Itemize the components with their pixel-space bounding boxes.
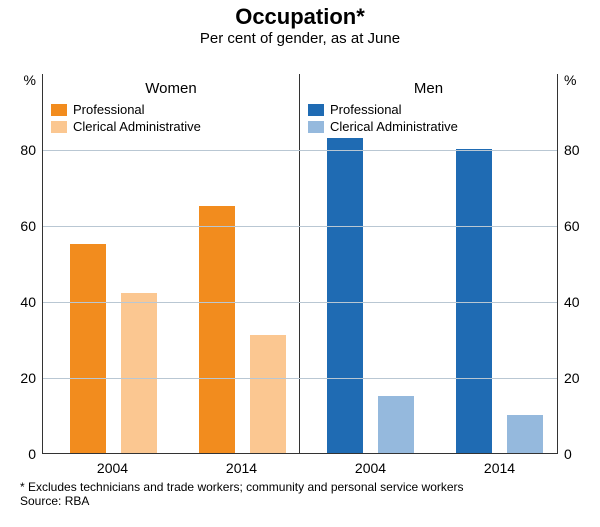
chart-page: Occupation* Per cent of gender, as at Ju… [0, 0, 600, 527]
bar-men-2004-professional [327, 138, 363, 453]
legend-swatch [308, 121, 324, 133]
ytick-left: 80 [0, 142, 36, 158]
gridline [43, 302, 557, 303]
legend-label: Clerical Administrative [73, 119, 201, 134]
footnote-text: * Excludes technicians and trade workers… [20, 480, 590, 494]
panel-title-men: Men [300, 80, 557, 97]
legend-label: Clerical Administrative [330, 119, 458, 134]
xlabel-men-2004: 2004 [341, 460, 401, 476]
bar-women-2014-professional [199, 206, 235, 453]
axis-unit-left: % [0, 72, 36, 88]
bar-women-2004-clerical-administrative [121, 293, 157, 453]
ytick-right: 40 [564, 294, 580, 310]
xlabel-women-2014: 2014 [212, 460, 272, 476]
chart-area: Women Professional Clerical Administrativ… [0, 54, 600, 474]
legend-item: Clerical Administrative [51, 119, 201, 134]
gridline [43, 226, 557, 227]
panel-men: Men Professional Clerical Administrative [300, 74, 557, 453]
legend-label: Professional [330, 102, 402, 117]
legend-swatch [51, 104, 67, 116]
bar-women-2004-professional [70, 244, 106, 453]
chart-title: Occupation* [0, 4, 600, 30]
ytick-right: 0 [564, 446, 572, 462]
bar-men-2004-clerical-administrative [378, 396, 414, 453]
legend-item: Professional [51, 102, 201, 117]
ytick-left: 60 [0, 218, 36, 234]
bar-men-2014-professional [456, 149, 492, 453]
legend-swatch [51, 121, 67, 133]
xlabel-men-2014: 2014 [470, 460, 530, 476]
legend-item: Clerical Administrative [308, 119, 458, 134]
legend-women: Professional Clerical Administrative [51, 102, 201, 136]
chart-footnotes: * Excludes technicians and trade workers… [20, 480, 590, 508]
ytick-right: 60 [564, 218, 580, 234]
bar-men-2014-clerical-administrative [507, 415, 543, 453]
ytick-right: 80 [564, 142, 580, 158]
ytick-left: 20 [0, 370, 36, 386]
legend-men: Professional Clerical Administrative [308, 102, 458, 136]
bar-women-2014-clerical-administrative [250, 335, 286, 453]
legend-label: Professional [73, 102, 145, 117]
plot-region: Women Professional Clerical Administrativ… [42, 74, 558, 454]
chart-subtitle: Per cent of gender, as at June [0, 30, 600, 47]
source-text: Source: RBA [20, 494, 590, 508]
ytick-right: 20 [564, 370, 580, 386]
xlabel-women-2004: 2004 [83, 460, 143, 476]
panel-title-women: Women [43, 80, 299, 97]
axis-unit-right: % [564, 72, 576, 88]
gridline [43, 150, 557, 151]
ytick-left: 0 [0, 446, 36, 462]
legend-swatch [308, 104, 324, 116]
legend-item: Professional [308, 102, 458, 117]
ytick-left: 40 [0, 294, 36, 310]
gridline [43, 378, 557, 379]
panel-women: Women Professional Clerical Administrativ… [43, 74, 300, 453]
